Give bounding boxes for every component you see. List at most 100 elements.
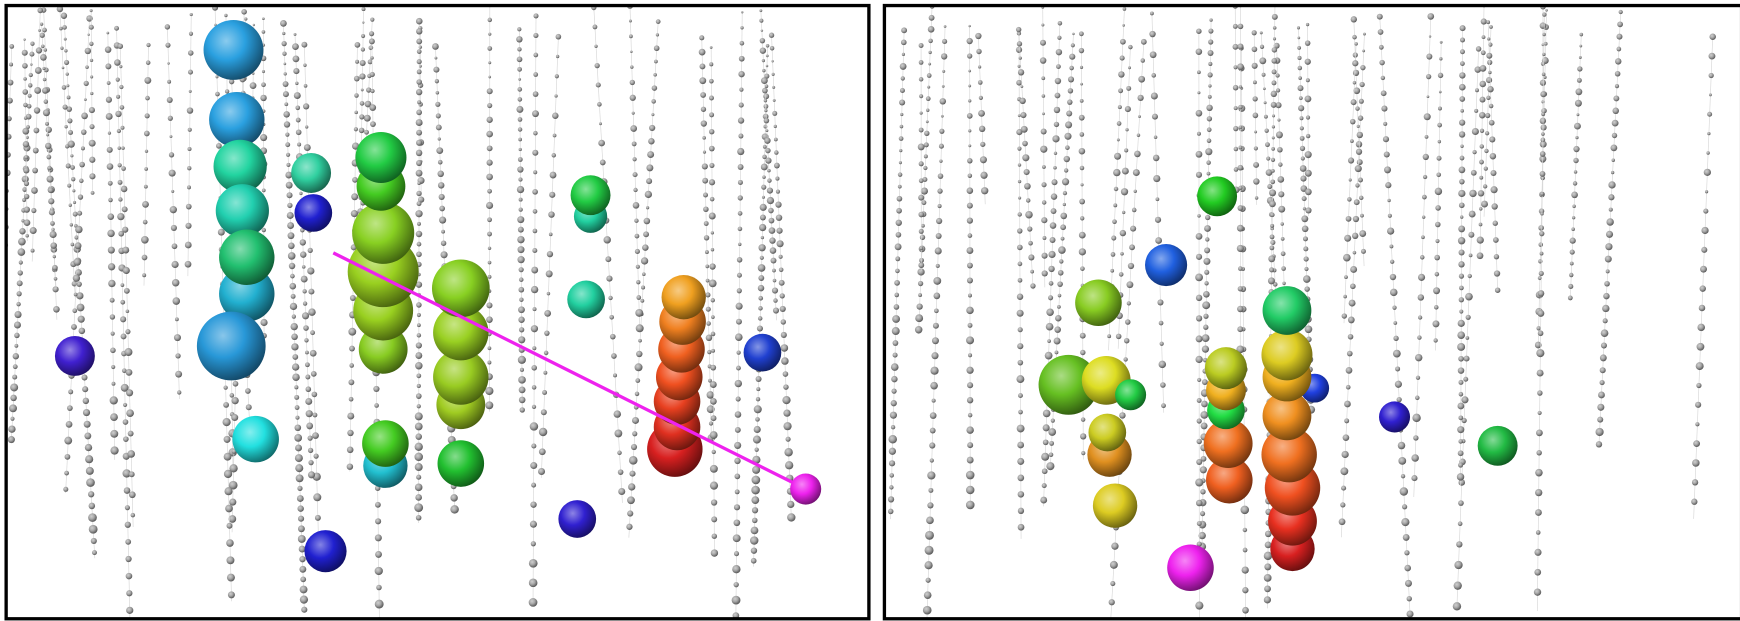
- sensor: [1016, 47, 1022, 53]
- hit-sphere: [1379, 401, 1410, 432]
- sensor: [1154, 136, 1157, 139]
- sensor: [967, 158, 972, 163]
- sensor: [1018, 524, 1025, 531]
- sensor: [288, 242, 295, 249]
- sensor: [630, 125, 637, 132]
- sensor: [1344, 235, 1351, 242]
- sensor: [84, 81, 89, 86]
- sensor: [1458, 521, 1463, 526]
- sensor: [488, 33, 491, 36]
- sensor: [22, 63, 28, 69]
- sensor: [1208, 95, 1212, 99]
- sensor: [1459, 84, 1466, 91]
- sensor: [1270, 240, 1275, 245]
- sensor: [1040, 57, 1047, 64]
- sensor: [1538, 411, 1542, 415]
- sensor: [1264, 101, 1267, 104]
- sensor: [126, 409, 134, 417]
- sensor: [1459, 274, 1464, 279]
- sensor: [709, 62, 713, 66]
- sensor: [1407, 596, 1412, 601]
- sensor: [355, 60, 359, 64]
- sensor: [241, 9, 247, 15]
- sensor: [1018, 212, 1022, 216]
- sensor: [599, 122, 602, 125]
- sensor: [1472, 150, 1476, 154]
- sensor: [706, 335, 713, 342]
- sensor: [1457, 343, 1465, 351]
- sensor: [709, 213, 716, 220]
- sensor: [530, 521, 537, 528]
- sensor: [227, 574, 235, 582]
- sensor: [355, 42, 361, 48]
- sensor: [487, 189, 492, 194]
- sensor: [921, 188, 928, 195]
- sensor: [978, 65, 981, 68]
- sensor: [1378, 29, 1384, 35]
- sensor: [919, 60, 924, 65]
- sensor: [189, 32, 193, 36]
- sensor: [1542, 33, 1545, 36]
- sensor: [1042, 468, 1048, 474]
- sensor: [298, 516, 304, 522]
- sensor: [539, 428, 547, 436]
- sensor: [14, 333, 19, 338]
- sensor: [1137, 95, 1143, 101]
- sensor: [1384, 166, 1391, 173]
- sensor: [919, 94, 923, 98]
- sensor: [1129, 244, 1135, 250]
- sensor: [1303, 236, 1308, 241]
- sensor: [1597, 417, 1603, 423]
- sensor: [966, 307, 973, 314]
- sensor: [1233, 126, 1238, 131]
- sensor: [294, 385, 298, 389]
- sensor: [1197, 521, 1202, 526]
- sensor: [1305, 188, 1312, 195]
- sensor: [1264, 563, 1271, 570]
- sensor: [1349, 178, 1352, 181]
- sensor: [785, 461, 793, 469]
- sensor: [648, 138, 654, 144]
- sensor: [79, 162, 85, 168]
- sensor: [937, 188, 942, 193]
- sensor: [485, 401, 493, 409]
- sensor: [1466, 336, 1470, 340]
- sensor: [1404, 550, 1409, 555]
- sensor: [919, 178, 924, 183]
- sensor: [19, 228, 25, 234]
- sensor: [231, 414, 238, 421]
- sensor: [165, 24, 170, 29]
- sensor: [18, 238, 26, 246]
- sensor: [1459, 131, 1465, 137]
- sensor: [888, 509, 893, 514]
- sensor: [1118, 88, 1123, 93]
- sensor: [73, 275, 80, 282]
- sensor: [146, 43, 150, 47]
- sensor: [1697, 343, 1705, 351]
- sensor: [1479, 223, 1483, 227]
- sensor: [1066, 111, 1072, 117]
- sensor: [1460, 109, 1464, 113]
- sensor: [62, 25, 67, 30]
- sensor: [1703, 209, 1708, 214]
- sensor: [43, 109, 50, 116]
- sensor: [1107, 334, 1111, 338]
- sensor: [754, 426, 761, 433]
- sensor: [17, 280, 23, 286]
- sensor: [123, 267, 130, 274]
- sensor: [1269, 189, 1276, 196]
- sensor: [1051, 193, 1057, 199]
- sensor: [967, 263, 973, 269]
- sensor: [1238, 165, 1244, 171]
- sensor: [1018, 196, 1021, 199]
- sensor: [1080, 99, 1084, 103]
- sensor: [734, 442, 741, 449]
- sensor: [1057, 36, 1061, 40]
- sensor: [40, 22, 43, 25]
- sensor: [260, 134, 267, 141]
- sensor: [1209, 18, 1212, 21]
- sensor: [1353, 81, 1356, 84]
- sensor: [762, 155, 767, 160]
- sensor: [48, 187, 54, 193]
- sensor: [891, 389, 896, 394]
